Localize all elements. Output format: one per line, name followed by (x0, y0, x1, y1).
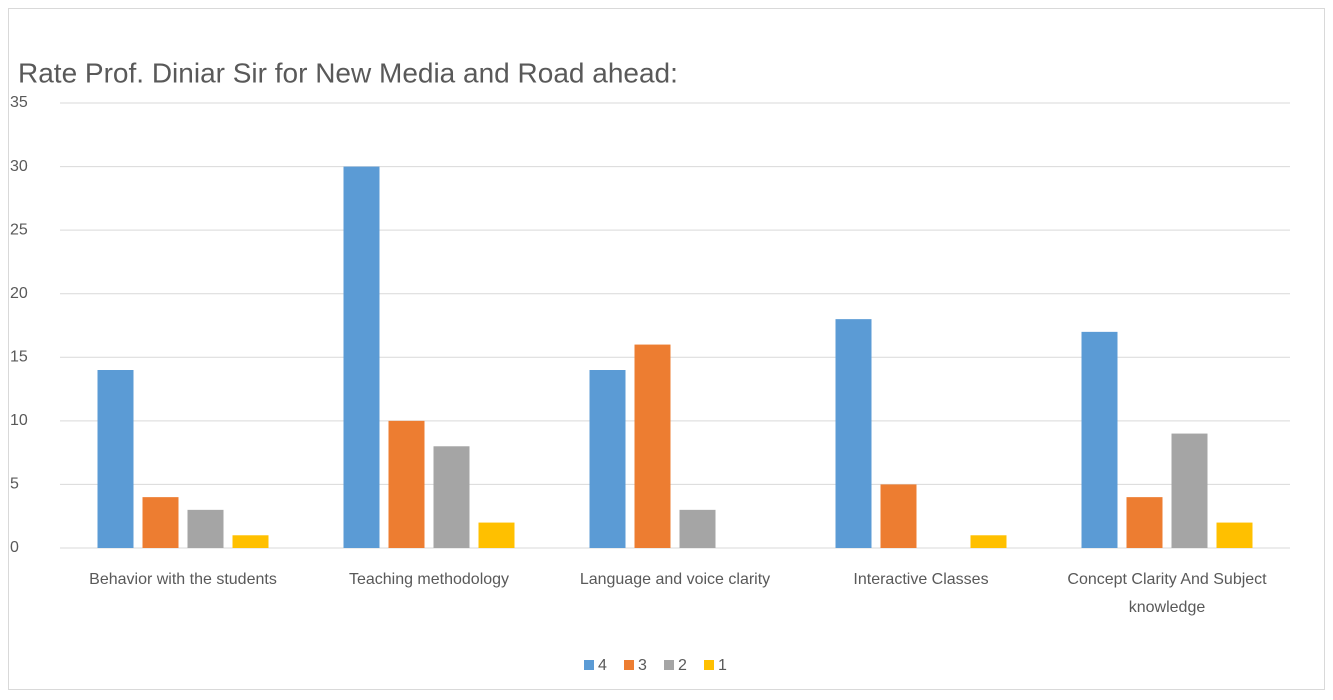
legend-label: 4 (598, 657, 607, 674)
bar (187, 509, 224, 548)
bar (343, 166, 380, 549)
bar (835, 319, 872, 548)
y-tick-label: 5 (10, 476, 19, 493)
y-tick-label: 20 (10, 285, 28, 302)
x-tick-label: Interactive Classes (853, 571, 989, 588)
legend-label: 1 (718, 657, 727, 674)
y-tick-label: 35 (10, 94, 28, 111)
y-tick-label: 30 (10, 158, 28, 175)
bar (1171, 433, 1208, 548)
bar (433, 446, 470, 548)
bar (1126, 497, 1163, 548)
legend-swatch (584, 660, 594, 670)
bar (388, 420, 425, 548)
bar (1216, 522, 1253, 548)
x-tick-label: Teaching methodology (348, 571, 510, 588)
chart-title: Rate Prof. Diniar Sir for New Media and … (18, 57, 678, 88)
x-tick-label: Concept Clarity And Subject knowledge (1067, 571, 1267, 616)
y-tick-label: 0 (10, 539, 19, 556)
bar (634, 344, 671, 548)
bar (97, 370, 134, 548)
bar (589, 370, 626, 548)
y-tick-label: 15 (10, 349, 28, 366)
x-tick-label: Behavior with the students (89, 571, 277, 588)
bar (142, 497, 179, 548)
y-tick-label: 10 (10, 412, 28, 429)
x-tick-label: Language and voice clarity (579, 571, 771, 588)
legend-label: 3 (638, 657, 647, 674)
bar (1081, 331, 1118, 548)
bar (970, 535, 1007, 548)
y-tick-label: 25 (10, 221, 28, 238)
legend-swatch (664, 660, 674, 670)
bar (880, 484, 917, 548)
legend-swatch (624, 660, 634, 670)
bar (232, 535, 269, 548)
legend-label: 2 (678, 657, 687, 674)
legend-swatch (704, 660, 714, 670)
bar (478, 522, 515, 548)
bar (679, 509, 716, 548)
